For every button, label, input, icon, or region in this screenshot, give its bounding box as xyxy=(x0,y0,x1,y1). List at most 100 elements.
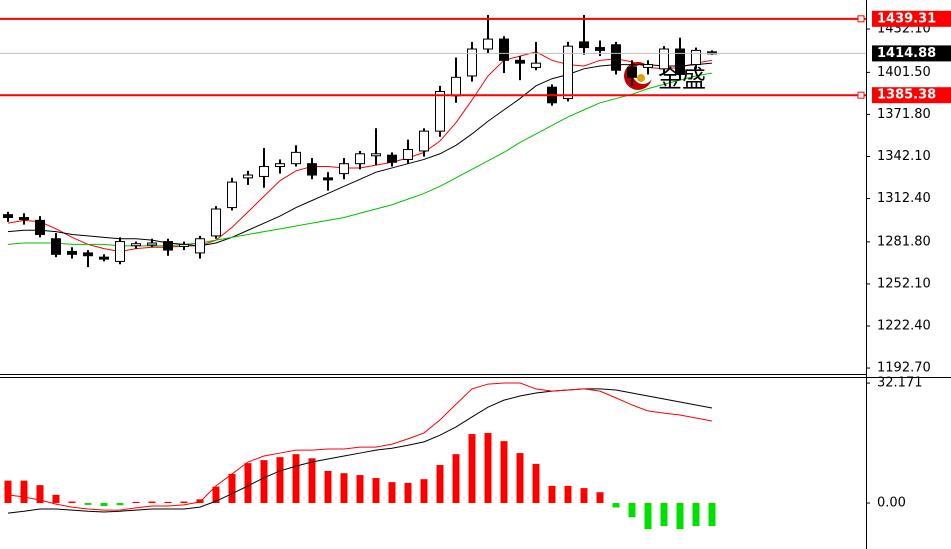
price-level-marker xyxy=(857,15,865,23)
candle-body xyxy=(515,59,525,64)
macd-bar xyxy=(644,503,652,530)
candle-body xyxy=(275,163,285,168)
macd-bar xyxy=(228,473,236,504)
candle-body xyxy=(35,219,45,236)
candle-body xyxy=(3,214,13,219)
macd-bar xyxy=(260,460,268,504)
candle-body xyxy=(643,64,653,68)
macd-bar xyxy=(708,503,716,527)
macd-bar xyxy=(164,501,172,504)
candle-body xyxy=(179,243,189,247)
macd-bar xyxy=(532,463,540,504)
macd-bar xyxy=(84,503,92,505)
line-series xyxy=(7,388,713,514)
candle-body xyxy=(483,38,493,50)
candle-body xyxy=(307,163,317,176)
candle-body xyxy=(435,90,445,132)
macd-bar xyxy=(628,503,636,518)
y-tick-label: 1252.10 xyxy=(877,276,931,291)
candle-body xyxy=(195,238,205,254)
candle-body xyxy=(115,241,125,262)
macd-bar xyxy=(116,503,124,506)
macd-bar xyxy=(20,480,28,504)
macd-bar xyxy=(484,432,492,504)
price-level-box xyxy=(872,87,951,104)
macd-bar xyxy=(676,503,684,530)
macd-bar xyxy=(52,494,60,504)
candle-body xyxy=(675,48,685,75)
y-tick-label: 1371.80 xyxy=(877,107,931,122)
macd-bar xyxy=(500,441,508,504)
candle-body xyxy=(131,243,141,247)
candle-body xyxy=(499,38,509,61)
macd-bar xyxy=(564,485,572,504)
price-level-marker xyxy=(857,91,865,99)
candle-body xyxy=(595,47,605,51)
candle-body xyxy=(403,149,413,160)
y-tick-label: 1342.10 xyxy=(877,149,931,164)
candle-body xyxy=(67,250,77,255)
candle-body xyxy=(51,238,61,255)
macd-bar xyxy=(612,503,620,508)
macd-bar xyxy=(692,503,700,527)
macd-bar xyxy=(580,488,588,504)
macd-bar xyxy=(340,473,348,504)
macd-bar xyxy=(452,454,460,504)
watermark: 金盛 xyxy=(658,65,706,93)
candle-body xyxy=(83,252,93,257)
line-series xyxy=(7,382,713,511)
macd-bar xyxy=(356,475,364,504)
candle-body xyxy=(451,76,461,97)
y-tick-label: 32.171 xyxy=(877,376,923,391)
macd-bar xyxy=(212,486,220,504)
macd-bar xyxy=(276,457,284,504)
macd-bar xyxy=(36,485,44,504)
price-level-box xyxy=(872,45,951,62)
candle-body xyxy=(611,44,621,71)
macd-bar xyxy=(468,434,476,504)
macd-bar xyxy=(548,485,556,504)
macd-bar xyxy=(292,454,300,504)
macd-bar xyxy=(660,503,668,527)
candle-body xyxy=(227,181,237,209)
macd-bar xyxy=(596,492,604,504)
macd-bar xyxy=(516,453,524,504)
macd-bar xyxy=(324,470,332,504)
candle-body xyxy=(531,62,541,68)
candle-body xyxy=(243,174,253,179)
y-tick-label: 1401.50 xyxy=(877,65,931,80)
macd-bar xyxy=(68,501,76,504)
macd-bar xyxy=(196,499,204,504)
price-level-label: 1385.38 xyxy=(877,88,936,103)
y-tick-label: 1281.80 xyxy=(877,234,931,249)
macd-bar xyxy=(180,501,188,504)
candle-body xyxy=(467,48,477,77)
candle-body xyxy=(659,48,669,70)
macd-bar xyxy=(308,458,316,504)
candle-body xyxy=(355,153,365,165)
macd-bar xyxy=(132,501,140,504)
candle-body xyxy=(211,208,221,237)
macd-bar xyxy=(436,464,444,504)
y-tick-label: 1312.40 xyxy=(877,191,931,206)
candle-body xyxy=(259,166,269,177)
candle-body xyxy=(19,217,29,221)
macd-bar xyxy=(404,482,412,504)
macd-bar xyxy=(372,478,380,504)
candle-body xyxy=(163,241,173,251)
price-level-label: 1439.31 xyxy=(877,11,936,26)
candle-body xyxy=(419,130,429,152)
macd-bar xyxy=(100,503,108,507)
candle-body xyxy=(371,153,381,157)
candle-body xyxy=(323,177,333,181)
macd-bar xyxy=(4,480,12,504)
candle-body xyxy=(579,41,589,49)
candle-body xyxy=(563,45,573,100)
candle-body xyxy=(291,151,301,165)
candle-body xyxy=(339,163,349,175)
price-level-box xyxy=(872,10,951,27)
line-series xyxy=(7,62,713,247)
y-tick-label: 1222.40 xyxy=(877,318,931,333)
macd-bar xyxy=(388,482,396,504)
